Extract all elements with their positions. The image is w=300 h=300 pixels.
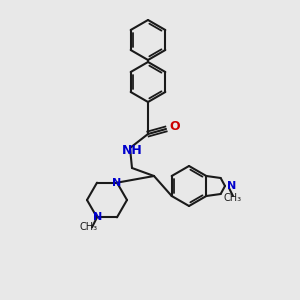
Text: N: N [93,212,103,222]
Text: CH₃: CH₃ [80,222,98,232]
Text: N: N [112,178,122,188]
Text: NH: NH [122,143,143,157]
Text: CH₃: CH₃ [224,193,242,203]
Text: N: N [227,181,236,191]
Text: O: O [169,121,180,134]
